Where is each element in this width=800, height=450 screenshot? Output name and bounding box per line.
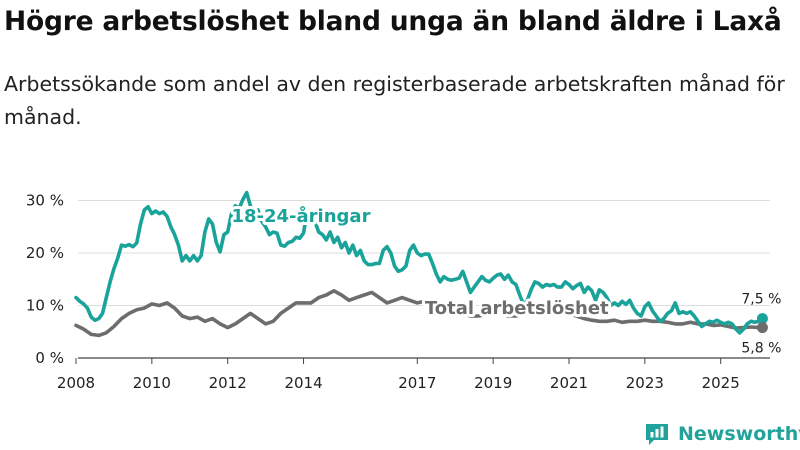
x-tick-label: 2019 bbox=[474, 374, 512, 392]
x-tick-label: 2025 bbox=[702, 374, 740, 392]
end-point-total bbox=[756, 322, 768, 334]
y-tick-label: 20 % bbox=[26, 244, 64, 262]
x-tick-label: 2014 bbox=[284, 374, 322, 392]
brand-logo: Newsworthy bbox=[644, 420, 800, 448]
x-tick-label: 2023 bbox=[626, 374, 664, 392]
line-chart: 0 % 10 % 20 % 30 % 2008 2010 2012 2014 2017 2019 2… bbox=[26, 190, 781, 392]
brand-name: Newsworthy bbox=[678, 423, 800, 445]
chart-subtitle: Arbetssökande som andel av den registerb… bbox=[4, 72, 785, 129]
newsworthy-logo-icon bbox=[646, 424, 668, 445]
end-value-label-youth: 7,5 % bbox=[741, 292, 781, 308]
y-tick-label: 10 % bbox=[26, 297, 64, 315]
y-tick-label: 0 % bbox=[35, 349, 64, 367]
series-label-youth: 18-24-åringar bbox=[231, 205, 370, 227]
end-value-label-total: 5,8 % bbox=[741, 341, 781, 357]
x-tick-label: 2010 bbox=[133, 374, 171, 392]
chart-title: Högre arbetslöshet bland unga än bland ä… bbox=[4, 6, 782, 37]
series-line-total bbox=[74, 289, 765, 338]
x-tick-label: 2012 bbox=[209, 374, 247, 392]
end-point-youth bbox=[756, 313, 768, 325]
x-tick-label: 2008 bbox=[57, 374, 95, 392]
x-tick-label: 2021 bbox=[550, 374, 588, 392]
series-line-youth bbox=[74, 190, 765, 335]
series-label-halo: 18-24-åringar bbox=[231, 205, 370, 227]
series-label-halo: Total arbetslöshet bbox=[425, 298, 609, 319]
y-tick-label: 30 % bbox=[26, 192, 64, 210]
series-label-total: Total arbetslöshet bbox=[425, 298, 609, 319]
x-tick-label: 2017 bbox=[398, 374, 436, 392]
